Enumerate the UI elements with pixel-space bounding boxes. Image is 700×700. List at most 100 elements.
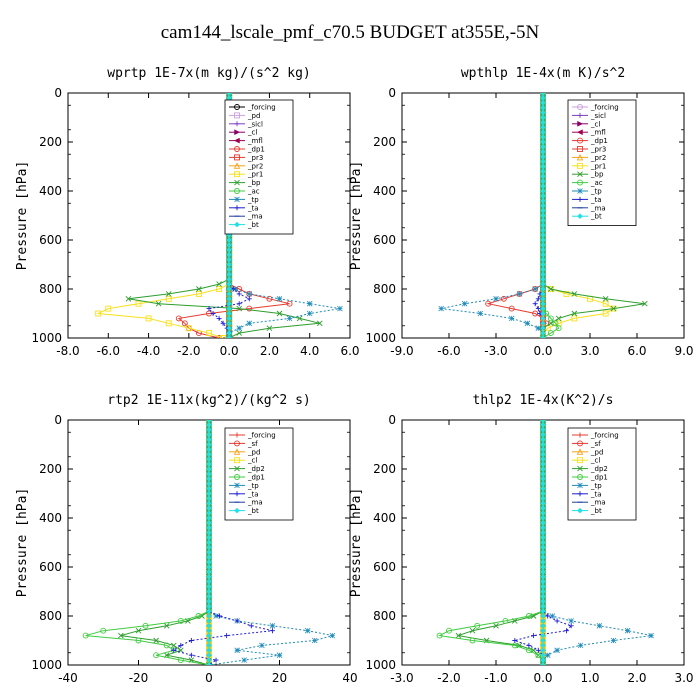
data-point-bp (165, 291, 172, 297)
data-point-pr1 (135, 300, 142, 307)
x-tick-label: 9.0 (674, 344, 693, 358)
legend-label-ac: _ac (247, 188, 260, 196)
y-tick-label: 400 (373, 511, 396, 525)
data-point-tp (648, 632, 654, 639)
legend-marker-pr2 (576, 153, 584, 161)
x-tick-label: 0 (205, 671, 213, 685)
data-point-dp2 (170, 642, 177, 649)
series-line-dp2 (120, 420, 210, 665)
data-point-bt (540, 662, 546, 665)
data-point-tp (286, 315, 293, 322)
legend-label-forcing: _forcing (247, 104, 276, 112)
data-point-pr1 (220, 335, 227, 338)
data-point-bt (540, 335, 546, 338)
legend: _forcing_pd_sicl_cl_mfl_dp1_pr3_pr2_pr1_… (224, 99, 294, 235)
data-point-bp (236, 305, 243, 312)
series-line-dp1 (438, 420, 544, 665)
legend-marker-tp (577, 188, 583, 194)
legend-label-sf: _sf (247, 440, 258, 448)
legend-label-ta: _ta (590, 490, 602, 498)
data-point-tp (549, 613, 556, 619)
data-point-dp1 (266, 295, 273, 302)
legend-label-ta: _ta (590, 196, 602, 204)
data-point-ta (248, 623, 254, 629)
panel-title: rtp2 1E-11x(kg^2)/(kg^2 s) (107, 393, 311, 408)
series-group (438, 93, 648, 338)
legend-label-ta: _ta (247, 490, 259, 498)
y-tick-label: 800 (39, 609, 62, 623)
data-point-ac (552, 320, 559, 327)
data-point-tp (213, 613, 219, 619)
data-point-ta (188, 638, 194, 643)
legend-marker-pr1 (234, 171, 240, 178)
data-point-ta (554, 618, 560, 624)
data-point-ta (216, 315, 222, 321)
data-point-tp (554, 647, 560, 654)
x-tick-label: 0.0 (533, 671, 552, 685)
legend-label-tp: _tp (590, 482, 602, 490)
data-point-ta (535, 296, 541, 302)
legend-label-cl: _cl (247, 457, 257, 465)
y-tick-label: 200 (373, 462, 396, 476)
legend-marker-pd (576, 448, 584, 455)
legend-label-pr2: _pr2 (247, 162, 263, 170)
data-point-dp1 (469, 637, 476, 644)
legend-marker-dp1 (577, 474, 583, 480)
y-tick-label: 800 (373, 609, 396, 623)
x-tick-label: 20 (272, 671, 287, 685)
data-point-pr1 (216, 286, 223, 292)
data-point-dp1 (525, 613, 532, 619)
y-tick-label: 800 (39, 282, 62, 296)
y-tick-label: 0 (54, 413, 62, 427)
y-axis-label: Pressure [hPa] (349, 488, 364, 598)
data-point-ta (213, 657, 219, 663)
data-point-ta (532, 301, 538, 307)
data-point-pr1 (602, 300, 609, 307)
data-point-tp (610, 637, 617, 644)
data-point-dp1 (195, 613, 202, 619)
data-point-dp2 (516, 642, 523, 649)
data-point-tp (259, 642, 265, 649)
legend-label-cl: _cl (247, 129, 257, 137)
y-tick-label: 400 (39, 511, 62, 525)
legend-label-bt: _bt (247, 221, 259, 229)
data-point-dp2 (153, 637, 159, 644)
legend-marker-tp (234, 482, 240, 489)
data-point-ta (217, 613, 223, 619)
data-point-dp1 (508, 305, 515, 312)
y-tick-label: 600 (39, 233, 62, 247)
data-point-ac (555, 325, 562, 332)
data-point-tp (329, 632, 336, 639)
data-point-dp1 (502, 617, 509, 624)
data-point-bp (642, 300, 648, 307)
data-point-pr1 (185, 325, 192, 332)
data-point-tp (246, 320, 253, 327)
x-tick-label: -9.0 (390, 344, 413, 358)
legend-label-ac: _ac (590, 179, 603, 187)
y-tick-label: 600 (39, 560, 62, 574)
legend-label-pr3: _pr3 (590, 146, 606, 154)
y-tick-label: 200 (39, 135, 62, 149)
data-point-dp1 (153, 652, 160, 659)
series-group (95, 93, 343, 338)
legend-marker-bp (577, 171, 583, 178)
data-point-pr1 (547, 286, 554, 292)
data-point-dp1 (177, 657, 184, 664)
data-point-dp1 (100, 627, 107, 634)
data-point-ta (568, 623, 574, 629)
legend-marker-cl (234, 129, 241, 136)
data-point-tp (304, 627, 311, 634)
legend-label-ma: _ma (590, 499, 606, 507)
x-tick-label: 2.0 (260, 344, 279, 358)
x-tick-label: 3.0 (674, 671, 693, 685)
data-point-ta (526, 642, 532, 648)
y-tick-label: 400 (39, 184, 62, 198)
data-point-dp2 (493, 622, 499, 629)
legend-marker-ta (234, 491, 240, 497)
data-point-tp (276, 652, 283, 658)
x-tick-label: 6.0 (340, 344, 359, 358)
x-tick-label: 2.0 (627, 671, 646, 685)
figure-title: cam144_lscale_pmf_c70.5 BUDGET at355E,-5… (161, 22, 540, 43)
legend-label-forcing: _forcing (590, 104, 619, 112)
